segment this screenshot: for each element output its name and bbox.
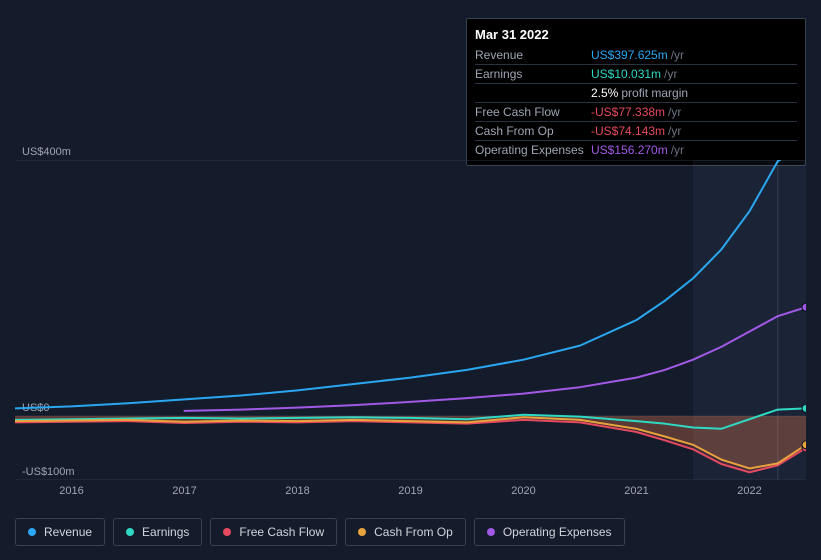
- financial-chart-widget: { "tooltip": { "date": "Mar 31 2022", "r…: [0, 0, 821, 560]
- tooltip-rows: RevenueUS$397.625m/yrEarningsUS$10.031m/…: [475, 46, 797, 159]
- tooltip-row: 2.5%profit margin: [475, 83, 797, 102]
- legend-swatch-icon: [358, 528, 366, 536]
- tooltip-row-value: 2.5%profit margin: [591, 86, 797, 100]
- x-tick-label: 2019: [398, 485, 422, 497]
- legend-swatch-icon: [223, 528, 231, 536]
- series-endpoint-cash_from_op: [802, 441, 806, 449]
- legend-item-label: Revenue: [44, 525, 92, 539]
- x-tick-label: 2017: [172, 485, 196, 497]
- tooltip-row: Free Cash Flow-US$77.338m/yr: [475, 102, 797, 121]
- chart-svg: [15, 160, 806, 480]
- legend-item-operating_expenses[interactable]: Operating Expenses: [474, 518, 625, 546]
- tooltip-row-label: Earnings: [475, 67, 591, 81]
- tooltip-date: Mar 31 2022: [475, 25, 797, 46]
- x-tick-label: 2022: [737, 485, 761, 497]
- tooltip-row-label: Operating Expenses: [475, 143, 591, 157]
- tooltip-row: RevenueUS$397.625m/yr: [475, 46, 797, 64]
- legend-swatch-icon: [28, 528, 36, 536]
- chart-tooltip: Mar 31 2022 RevenueUS$397.625m/yrEarning…: [466, 18, 806, 166]
- tooltip-row: EarningsUS$10.031m/yr: [475, 64, 797, 83]
- x-axis-labels: 2016 2017 2018 2019 2020 2021 2022: [15, 485, 806, 501]
- legend-item-free_cash_flow[interactable]: Free Cash Flow: [210, 518, 337, 546]
- legend-item-label: Operating Expenses: [503, 525, 612, 539]
- tooltip-row-label: Free Cash Flow: [475, 105, 591, 119]
- tooltip-row-value: -US$77.338m/yr: [591, 105, 797, 119]
- tooltip-row-value: US$156.270m/yr: [591, 143, 797, 157]
- legend-item-cash_from_op[interactable]: Cash From Op: [345, 518, 466, 546]
- legend-item-label: Earnings: [142, 525, 189, 539]
- y-tick-label: US$400m: [22, 146, 71, 158]
- legend-item-earnings[interactable]: Earnings: [113, 518, 202, 546]
- tooltip-row-value: US$10.031m/yr: [591, 67, 797, 81]
- series-endpoint-earnings: [802, 404, 806, 412]
- legend-swatch-icon: [126, 528, 134, 536]
- chart-legend: Revenue Earnings Free Cash Flow Cash From O…: [15, 518, 625, 546]
- tooltip-row-label: Revenue: [475, 48, 591, 62]
- tooltip-row-label: Cash From Op: [475, 124, 591, 138]
- x-tick-label: 2016: [59, 485, 83, 497]
- legend-item-label: Cash From Op: [374, 525, 453, 539]
- x-tick-label: 2018: [285, 485, 309, 497]
- x-tick-label: 2020: [511, 485, 535, 497]
- series-endpoint-operating_expenses: [802, 303, 806, 311]
- tooltip-row: Cash From Op-US$74.143m/yr: [475, 121, 797, 140]
- x-tick-label: 2021: [624, 485, 648, 497]
- legend-swatch-icon: [487, 528, 495, 536]
- legend-item-revenue[interactable]: Revenue: [15, 518, 105, 546]
- legend-item-label: Free Cash Flow: [239, 525, 324, 539]
- tooltip-row: Operating ExpensesUS$156.270m/yr: [475, 140, 797, 159]
- series-line-revenue: [15, 160, 806, 408]
- tooltip-row-label: [475, 86, 591, 100]
- tooltip-row-value: -US$74.143m/yr: [591, 124, 797, 138]
- tooltip-row-value: US$397.625m/yr: [591, 48, 797, 62]
- chart-plot-area[interactable]: [15, 160, 806, 480]
